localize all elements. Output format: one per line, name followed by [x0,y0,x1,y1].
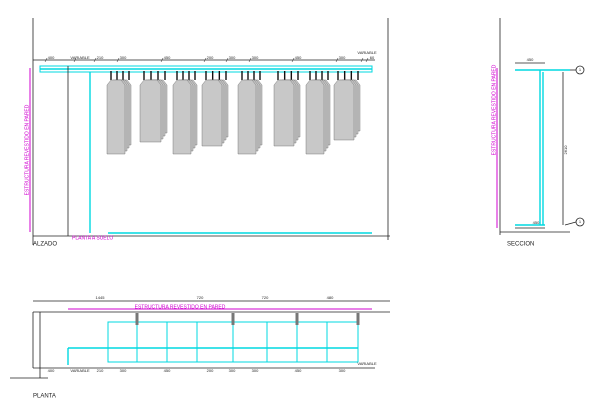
dimension: 2610 [563,145,568,155]
dimension: 300 [252,368,259,373]
dimension: 300 [120,55,127,60]
bracket [231,313,235,325]
dimension: 450 [533,220,540,225]
dimension-tick [93,57,97,63]
callout-text: 1 [579,219,582,224]
callout-text: 1 [579,67,582,72]
dimension-tick [160,57,164,63]
dimension-tick [365,57,369,63]
floor-label: PLANTA A SUELO [72,235,113,241]
dimension-tick [225,57,229,63]
dimension-tick [73,57,77,63]
dimension: 400 [48,368,55,373]
dimension: 200 [207,55,214,60]
dimension: VARIABLE [70,368,90,373]
wall-label: ESTRUCTURA REVESTIDO EN PARED [135,304,226,310]
leader [564,221,577,226]
dimension: 450 [164,368,171,373]
dimension: 300 [229,55,236,60]
view-label: PLANTA [33,394,56,400]
alzado-view: ESTRUCTURA REVESTIDO EN PARED PLANTA A S… [24,18,390,248]
dimension: 450 [164,55,171,60]
dimension: VARIABLE [70,55,90,60]
dimension: 450 [527,57,534,62]
bracket [135,313,139,325]
view-label: SECCION [507,242,534,248]
dimension: 300 [229,368,236,373]
dimension: VARIABLE [357,50,377,55]
dimension: 1445 [96,295,106,300]
garment [201,79,223,147]
dimension: 480 [327,295,334,300]
dimension: 300 [339,368,346,373]
dimension: 400 [48,55,55,60]
dimension-tick [291,57,295,63]
dimension-tick [203,57,207,63]
dimension: 60 [370,55,375,60]
dimension: 300 [339,55,346,60]
garment [237,79,257,155]
dimension-tick [248,57,252,63]
garment [273,79,295,147]
planta-view: ESTRUCTURA REVESTIDO EN PARED PLANTA 144… [10,295,390,400]
dimension: 720 [197,295,204,300]
dimension: 450 [295,368,302,373]
dimension-tick [335,57,339,63]
bracket [356,313,360,325]
garment [305,79,325,155]
bracket [295,313,299,325]
dimension: 300 [120,368,127,373]
wall-label: ESTRUCTURA REVESTIDO EN PARED [491,64,497,155]
garment [106,79,126,155]
dimension: 450 [295,55,302,60]
dimension: 210 [97,368,104,373]
garment [172,79,192,155]
dimension: 200 [207,368,214,373]
dimension-tick [116,57,120,63]
view-label: ALZADO [33,242,57,248]
dimension: 210 [97,55,104,60]
dimension-tick [44,57,48,63]
garment [333,79,355,141]
wall-label: ESTRUCTURA REVESTIDO EN PARED [24,104,30,195]
callout [575,65,585,75]
garments [106,71,361,155]
dimension: 300 [252,55,259,60]
dimension-tick [360,57,364,63]
callout [575,217,585,227]
seccion-view: 1 1 450 2610 450 ESTRUCTURA REVESTIDO EN… [491,18,585,248]
dimension: VARIABLE [357,361,377,366]
dimension: 720 [262,295,269,300]
garment [139,79,162,143]
